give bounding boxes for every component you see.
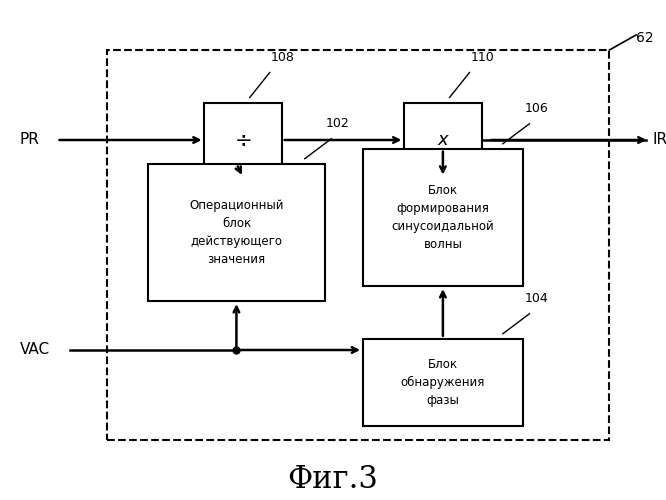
Text: 102: 102 — [326, 117, 350, 130]
Text: 106: 106 — [524, 102, 548, 116]
Text: Операционный
блок
действующего
значения: Операционный блок действующего значения — [189, 199, 284, 266]
FancyBboxPatch shape — [148, 164, 325, 301]
Text: Блок
обнаружения
фазы: Блок обнаружения фазы — [401, 358, 485, 407]
Text: Фиг.3: Фиг.3 — [288, 464, 378, 496]
FancyBboxPatch shape — [363, 339, 523, 426]
Text: 62: 62 — [636, 31, 653, 45]
Text: 110: 110 — [471, 51, 495, 64]
FancyBboxPatch shape — [404, 102, 482, 178]
FancyBboxPatch shape — [204, 102, 282, 178]
Text: VAC: VAC — [20, 342, 50, 357]
Text: PR: PR — [20, 132, 40, 148]
Text: IR: IR — [653, 132, 666, 148]
Text: 108: 108 — [271, 51, 295, 64]
Text: ÷: ÷ — [234, 130, 252, 150]
Text: 104: 104 — [524, 292, 548, 305]
FancyBboxPatch shape — [363, 149, 523, 286]
Text: Блок
формирования
синусоидальной
волны: Блок формирования синусоидальной волны — [392, 184, 494, 251]
Text: x: x — [438, 131, 448, 149]
FancyBboxPatch shape — [107, 50, 609, 440]
